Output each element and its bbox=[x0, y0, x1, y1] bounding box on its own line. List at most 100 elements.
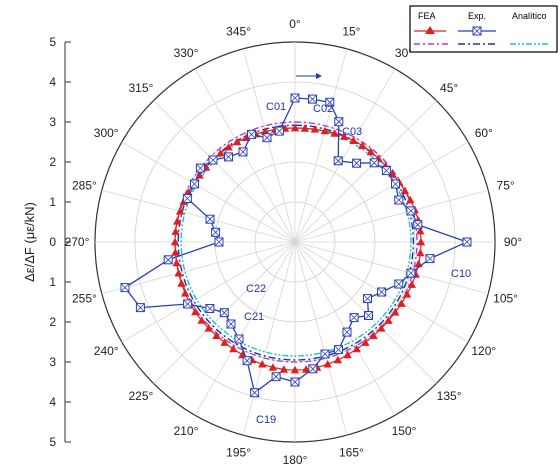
fea-marker bbox=[170, 237, 180, 246]
r-tick-label: 5 bbox=[49, 435, 56, 449]
angle-label: 15° bbox=[342, 24, 360, 38]
angle-label: 225° bbox=[128, 389, 153, 403]
fea-marker bbox=[191, 307, 200, 316]
exp-marker bbox=[205, 214, 215, 224]
exp-marker bbox=[135, 303, 145, 313]
exp-marker bbox=[163, 255, 173, 265]
annotation-c21: C21 bbox=[244, 311, 264, 323]
fea-marker bbox=[310, 125, 320, 133]
exp-marker bbox=[364, 311, 373, 320]
exp-marker bbox=[290, 93, 300, 103]
r-tick-label: 1 bbox=[49, 195, 56, 209]
exp-marker bbox=[238, 147, 248, 157]
fea-marker bbox=[300, 124, 310, 132]
fea-marker bbox=[268, 363, 278, 371]
angle-label: 210° bbox=[174, 424, 199, 438]
y-axis-label: Δε/ΔF (με/kN) bbox=[22, 202, 37, 282]
exp-marker bbox=[462, 237, 472, 247]
r-tick-label: 4 bbox=[49, 75, 56, 89]
angle-labels: 0° 15° 30° 45° 60° 75° 90° 105° 120° 135° 150° 165°… bbox=[65, 17, 523, 465]
grid-spoke bbox=[101, 189, 296, 243]
grid-spoke bbox=[101, 241, 296, 295]
exp-marker bbox=[226, 319, 236, 329]
angle-label: 0° bbox=[289, 17, 301, 31]
angle-label: 45° bbox=[440, 81, 458, 95]
exp-marker bbox=[349, 313, 359, 323]
fea-marker bbox=[320, 126, 329, 135]
fea-marker bbox=[171, 248, 180, 256]
exp-marker bbox=[363, 294, 372, 304]
fea-marker bbox=[279, 365, 289, 373]
exp-marker bbox=[190, 179, 199, 189]
exp-marker bbox=[242, 356, 252, 366]
fea-marker bbox=[172, 258, 181, 267]
fea-marker bbox=[400, 186, 410, 195]
fea-marker bbox=[358, 141, 367, 150]
exp-marker bbox=[271, 372, 281, 382]
exp-marker bbox=[377, 287, 387, 297]
r-tick-label: 0 bbox=[49, 235, 56, 249]
angle-label: 195° bbox=[226, 446, 251, 460]
fea-marker bbox=[369, 331, 378, 339]
direction-arrow bbox=[296, 73, 322, 79]
grid-spoke bbox=[294, 141, 469, 243]
legend-swatch-exp bbox=[458, 26, 496, 36]
exp-marker bbox=[394, 195, 404, 205]
annotation-c19: C19 bbox=[256, 414, 276, 426]
exp-marker bbox=[247, 129, 256, 139]
fea-marker bbox=[361, 338, 370, 346]
legend-swatch-fea bbox=[414, 26, 446, 34]
fea-marker bbox=[301, 365, 311, 373]
fea-marker bbox=[290, 123, 300, 132]
fea-marker bbox=[220, 338, 229, 346]
fea-marker bbox=[402, 290, 412, 298]
exp-marker bbox=[334, 117, 344, 127]
exp-marker bbox=[394, 279, 404, 289]
fea-marker bbox=[174, 269, 183, 277]
fea-marker bbox=[397, 299, 406, 307]
annotation-c02: C02 bbox=[313, 103, 333, 115]
exp-marker bbox=[234, 334, 244, 344]
exp-marker bbox=[250, 388, 260, 398]
annotation-c10: C10 bbox=[451, 268, 471, 280]
r-tick-label: 1 bbox=[49, 275, 56, 289]
fea-marker bbox=[352, 344, 361, 353]
exp-marker bbox=[413, 220, 423, 230]
polar-grid bbox=[94, 41, 496, 443]
series-layer bbox=[120, 93, 472, 398]
exp-marker bbox=[381, 166, 391, 176]
exp-marker bbox=[211, 227, 221, 237]
fea-marker bbox=[171, 227, 180, 235]
fea-marker bbox=[175, 207, 185, 215]
legend: FEA Exp. Analítico bbox=[409, 5, 558, 53]
fea-marker bbox=[333, 355, 343, 364]
grid-spoke bbox=[294, 189, 489, 243]
angle-label: 75° bbox=[497, 179, 515, 193]
angle-label: 120° bbox=[471, 344, 496, 358]
angle-label: 60° bbox=[475, 126, 493, 140]
r-tick-label: 5 bbox=[49, 35, 56, 49]
grid-spoke bbox=[242, 48, 296, 243]
angle-label: 90° bbox=[504, 235, 522, 249]
fea-marker bbox=[340, 132, 349, 140]
fea-marker bbox=[173, 217, 182, 225]
exp-marker bbox=[352, 158, 362, 168]
exp-marker bbox=[290, 377, 300, 387]
angle-label: 150° bbox=[392, 424, 417, 438]
r-tick-label: 2 bbox=[49, 315, 56, 329]
exp-marker bbox=[406, 206, 416, 216]
legend-label-exp: Exp. bbox=[468, 11, 486, 21]
fea-marker bbox=[349, 136, 358, 144]
fea-marker bbox=[177, 279, 186, 287]
fea-marker bbox=[406, 195, 415, 204]
fea-marker bbox=[343, 350, 352, 359]
exp-marker bbox=[208, 155, 218, 165]
angle-label: 300° bbox=[94, 126, 119, 140]
angle-label: 180° bbox=[283, 453, 308, 465]
grid-spoke bbox=[121, 141, 296, 243]
fea-marker bbox=[233, 137, 242, 146]
exp-marker bbox=[308, 364, 318, 374]
grid-spoke bbox=[242, 241, 296, 436]
grid-spoke bbox=[294, 241, 348, 436]
fea-marker bbox=[391, 308, 400, 316]
